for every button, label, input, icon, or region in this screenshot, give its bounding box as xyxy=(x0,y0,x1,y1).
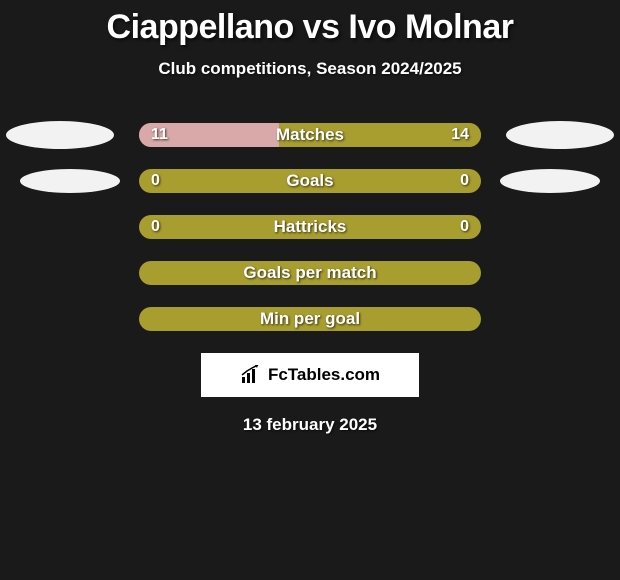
stat-label: Min per goal xyxy=(139,309,481,329)
stat-bar: Min per goal xyxy=(139,307,481,331)
badge-text: FcTables.com xyxy=(268,365,380,385)
stat-bar: 1114Matches xyxy=(139,123,481,147)
comparison-row: Goals per match xyxy=(0,261,620,285)
stat-label: Goals per match xyxy=(139,263,481,283)
comparison-row: 00Goals xyxy=(0,169,620,193)
stat-bar: Goals per match xyxy=(139,261,481,285)
source-badge: FcTables.com xyxy=(201,353,419,397)
stat-label: Matches xyxy=(139,125,481,145)
infographic-container: Ciappellano vs Ivo Molnar Club competiti… xyxy=(0,0,620,435)
comparison-row: Min per goal xyxy=(0,307,620,331)
decor-ellipse xyxy=(20,169,120,193)
decor-ellipse xyxy=(6,121,114,149)
chart-icon xyxy=(240,365,262,385)
stat-label: Hattricks xyxy=(139,217,481,237)
page-title: Ciappellano vs Ivo Molnar xyxy=(0,8,620,47)
decor-ellipse xyxy=(500,169,600,193)
stat-bar: 00Hattricks xyxy=(139,215,481,239)
date-label: 13 february 2025 xyxy=(0,415,620,435)
stat-bar: 00Goals xyxy=(139,169,481,193)
stat-label: Goals xyxy=(139,171,481,191)
decor-ellipse xyxy=(506,121,614,149)
comparison-rows: 1114Matches 00Goals 00Hattricks Goals per m… xyxy=(0,123,620,331)
comparison-row: 00Hattricks xyxy=(0,215,620,239)
comparison-row: 1114Matches xyxy=(0,123,620,147)
subtitle: Club competitions, Season 2024/2025 xyxy=(0,59,620,79)
